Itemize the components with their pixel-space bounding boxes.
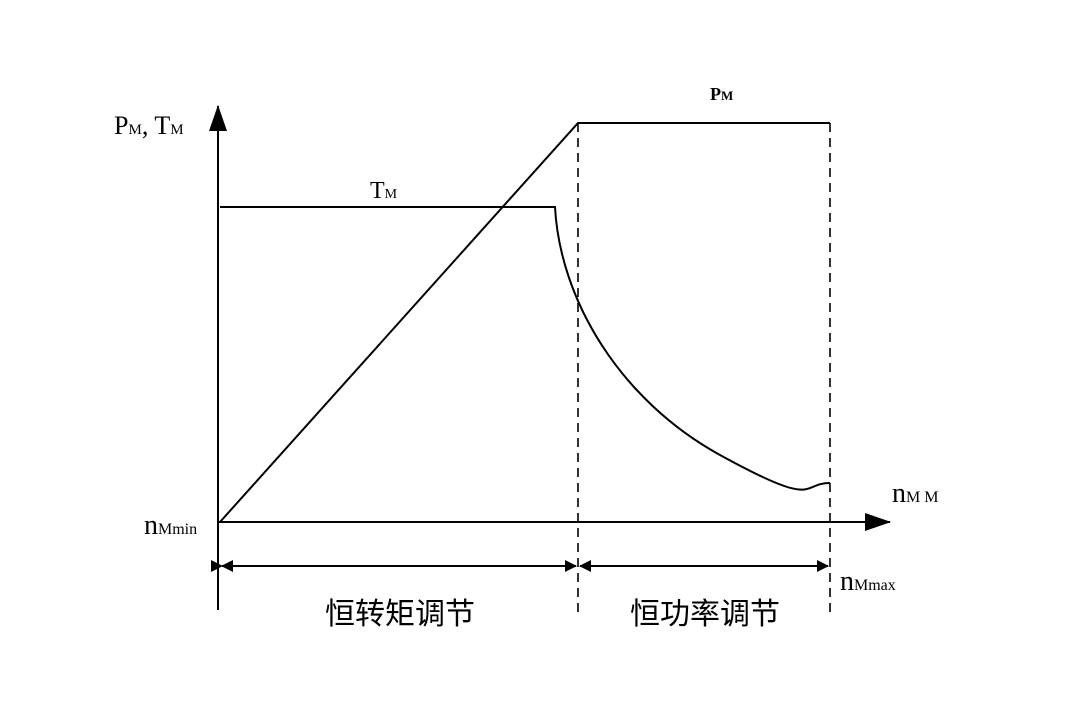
label-part: M bbox=[128, 122, 141, 138]
label-part: n bbox=[840, 566, 854, 597]
label-part: M M bbox=[906, 489, 938, 506]
region-label: 恒功率调节 bbox=[630, 597, 780, 632]
label-part: P bbox=[710, 84, 721, 104]
label-part: T bbox=[370, 178, 385, 204]
power-label: PM bbox=[710, 84, 733, 104]
label-part: M bbox=[170, 122, 183, 138]
region-label: 恒转矩调节 bbox=[325, 597, 475, 632]
torque-curve bbox=[220, 206, 831, 491]
min-label: nMmin bbox=[144, 510, 197, 541]
label-part: n bbox=[144, 510, 158, 541]
x-axis-label: nM M bbox=[892, 478, 938, 509]
label-part: M bbox=[385, 187, 398, 202]
label-part: P bbox=[114, 111, 128, 140]
y-axis-label: PM, TM bbox=[114, 111, 184, 140]
torque-label: TM bbox=[370, 178, 398, 204]
label-part: , bbox=[142, 111, 149, 140]
label-part: M bbox=[721, 88, 733, 103]
power-curve bbox=[219, 122, 830, 523]
label-part: Mmin bbox=[158, 521, 197, 538]
label-part: Mmax bbox=[854, 577, 896, 594]
label-part: T bbox=[154, 111, 170, 140]
label-part: n bbox=[892, 478, 906, 509]
max-label: nMmax bbox=[840, 566, 896, 597]
